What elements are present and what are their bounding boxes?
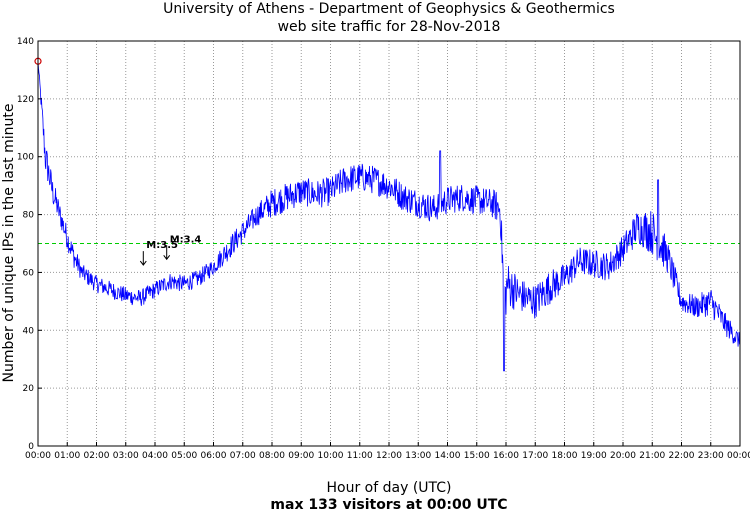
grid-lines [38, 41, 740, 446]
y-axis-ticks: 0 20 40 60 80 100 120 140 [17, 37, 42, 452]
earthquake-arrow [139, 251, 147, 266]
x-tick-label: 23:00 [698, 451, 724, 461]
y-tick-label: 20 [23, 384, 35, 394]
x-axis-label: Hour of day (UTC) [327, 480, 452, 496]
y-tick-label: 140 [17, 37, 34, 47]
x-tick-label: 00:00 [727, 451, 750, 461]
x-tick-label: 22:00 [669, 451, 695, 461]
x-tick-label: 05:00 [171, 451, 197, 461]
x-tick-label: 15:00 [464, 451, 490, 461]
earthquake-annotations: M:3.5M:3.4 [139, 234, 202, 266]
y-tick-label: 0 [28, 442, 34, 452]
y-tick-label: 80 [23, 211, 35, 221]
x-tick-label: 12:00 [376, 451, 402, 461]
x-tick-label: 17:00 [522, 451, 548, 461]
y-tick-label: 100 [17, 153, 34, 163]
x-tick-label: 18:00 [552, 451, 578, 461]
x-tick-label: 16:00 [493, 451, 519, 461]
x-tick-label: 08:00 [259, 451, 285, 461]
traffic-series [37, 61, 741, 372]
traffic-line [37, 61, 741, 372]
chart-subtitle: web site traffic for 28-Nov-2018 [278, 19, 501, 35]
y-tick-label: 40 [23, 326, 35, 336]
x-tick-label: 20:00 [610, 451, 636, 461]
x-axis-ticks: 00:00 01:00 02:00 03:00 04:00 05:00 06:00 07:00… [25, 442, 750, 461]
y-tick-label: 120 [17, 95, 34, 105]
x-tick-label: 03:00 [113, 451, 139, 461]
x-tick-label: 14:00 [435, 451, 461, 461]
x-tick-label: 00:00 [25, 451, 51, 461]
earthquake-arrow [163, 245, 171, 261]
x-tick-label: 04:00 [142, 451, 168, 461]
x-tick-label: 07:00 [230, 451, 256, 461]
y-tick-label: 60 [23, 268, 35, 278]
x-tick-label: 13:00 [405, 451, 431, 461]
x-tick-label: 11:00 [347, 451, 373, 461]
earthquake-label: M:3.4 [170, 234, 202, 245]
x-tick-label: 10:00 [318, 451, 344, 461]
x-tick-label: 19:00 [581, 451, 607, 461]
x-tick-label: 21:00 [639, 451, 665, 461]
max-visitors-footer: max 133 visitors at 00:00 UTC [270, 497, 507, 511]
x-tick-label: 02:00 [84, 451, 110, 461]
y-axis-label: Number of unique IPs in the last minute [1, 104, 17, 383]
x-tick-label: 09:00 [288, 451, 314, 461]
x-tick-label: 06:00 [201, 451, 227, 461]
chart-title: University of Athens - Department of Geo… [163, 1, 615, 17]
x-tick-label: 01:00 [54, 451, 80, 461]
earthquake-label: M:3.5 [146, 240, 178, 251]
